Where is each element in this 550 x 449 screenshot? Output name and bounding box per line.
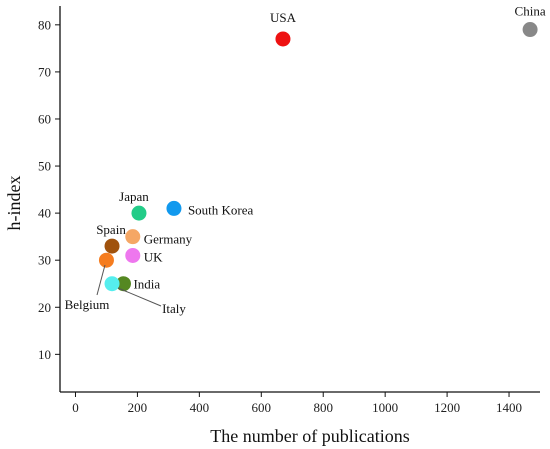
y-tick-label: 60 [38,111,51,126]
x-tick-label: 1200 [434,400,460,415]
x-tick-label: 800 [313,400,333,415]
y-tick-label: 10 [38,347,51,362]
data-point-germany [125,229,141,245]
x-tick-label: 400 [190,400,210,415]
x-tick-label: 1400 [496,400,522,415]
point-label: UK [144,249,163,264]
data-point-china [522,22,538,38]
y-tick-label: 80 [38,17,51,32]
point-label: India [133,277,160,292]
leader-line [117,287,162,307]
y-ticks: 10 20 30 40 50 60 70 80 [38,17,60,362]
x-axis-title: The number of publications [210,426,409,446]
leader-line [96,264,106,296]
axes [59,6,540,393]
y-tick-label: 40 [38,206,51,221]
point-label: Spain [96,222,126,237]
data-point-japan [131,205,147,221]
x-ticks: 0 200 400 600 800 1000 1200 1400 [72,392,522,415]
x-tick-label: 1000 [372,400,398,415]
data-point-belgium [98,252,114,268]
point-label: Italy [162,301,186,316]
data-point-uk [125,247,141,263]
data-point-italy [104,276,120,292]
data-point-spain [104,238,120,254]
data-point-usa [275,31,291,47]
y-tick-label: 50 [38,159,51,174]
y-axis-title: h-index [4,176,24,231]
point-label: Japan [119,189,149,204]
y-tick-label: 70 [38,64,51,79]
data-points [98,22,538,292]
x-tick-label: 600 [252,400,272,415]
y-tick-label: 30 [38,253,51,268]
point-label: South Korea [188,202,254,217]
point-label: China [515,4,546,19]
data-point-india [115,276,131,292]
y-tick-label: 20 [38,300,51,315]
x-tick-label: 200 [128,400,148,415]
point-labels: USA China South Korea Japan Germany Spain UK Be… [65,4,546,316]
data-point-south-korea [166,200,182,216]
point-label: USA [270,10,297,25]
x-tick-label: 0 [72,400,79,415]
point-label: Belgium [65,297,110,312]
point-label: Germany [144,232,193,247]
